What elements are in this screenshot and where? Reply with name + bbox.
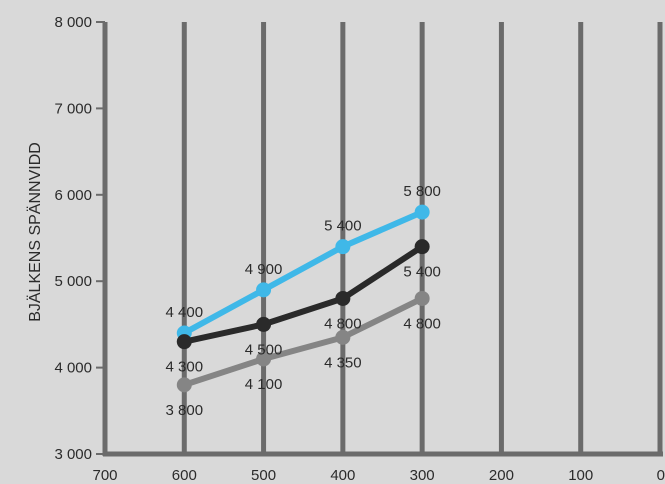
y-tick-label-3000: 3 000: [54, 446, 92, 463]
data-labels: 4 400 4 900 5 400 5 800 4 300 4 500 4 800 5 400…: [166, 183, 441, 419]
x-tick-label-0: 0: [657, 467, 665, 484]
series-0-label-600: 4 400: [166, 304, 204, 321]
vertical-gridlines: [181, 22, 663, 454]
series-1-line: [181, 243, 426, 345]
series-0-label-500: 4 900: [245, 261, 283, 278]
series-2-label-300: 4 800: [403, 315, 441, 332]
series-2-point-300: [414, 290, 430, 306]
series-1-point-500: [256, 316, 272, 332]
x-tick-label-600: 600: [172, 467, 197, 484]
y-axis-label: BJÄLKENS SPÄNNVIDD: [26, 142, 44, 322]
y-tick-label-5000: 5 000: [54, 273, 92, 290]
series-0-line: [181, 209, 426, 337]
series-2-line: [181, 295, 426, 388]
x-tick-label-500: 500: [251, 467, 276, 484]
axes: [96, 21, 663, 457]
y-tick-label-8000: 8 000: [54, 14, 92, 31]
y-tick-label-7000: 7 000: [54, 100, 92, 117]
series-0-point-400: [335, 239, 351, 255]
series-0-point-300: [414, 204, 430, 220]
series-2-label-600: 3 800: [166, 402, 204, 419]
series-1-label-300: 5 400: [403, 264, 441, 281]
x-tick-label-200: 200: [489, 467, 514, 484]
x-tick-label-400: 400: [330, 467, 355, 484]
series-2-point-600: [176, 377, 192, 393]
tick-labels: 3 000 4 000 5 000 6 000 7 000 8 000 700 600 500 4…: [54, 14, 665, 484]
series-0-point-500: [256, 282, 272, 298]
series-1-point-600: [176, 334, 192, 350]
series-group: [176, 204, 430, 393]
y-tick-label-4000: 4 000: [54, 360, 92, 377]
x-tick-label-700: 700: [92, 467, 117, 484]
x-tick-label-300: 300: [410, 467, 435, 484]
series-1-point-300: [414, 239, 430, 255]
series-1-point-400: [335, 290, 351, 306]
series-1-label-600: 4 300: [166, 359, 204, 376]
series-1-label-400: 4 800: [324, 315, 362, 332]
series-2-label-500: 4 100: [245, 376, 283, 393]
series-2-label-400: 4 350: [324, 354, 362, 371]
series-2-point-500: [256, 351, 272, 367]
series-1-label-500: 4 500: [245, 341, 283, 358]
series-2-point-400: [335, 329, 351, 345]
x-tick-label-100: 100: [568, 467, 593, 484]
series-0-label-400: 5 400: [324, 218, 362, 235]
y-tick-label-6000: 6 000: [54, 187, 92, 204]
series-0-label-300: 5 800: [403, 183, 441, 200]
